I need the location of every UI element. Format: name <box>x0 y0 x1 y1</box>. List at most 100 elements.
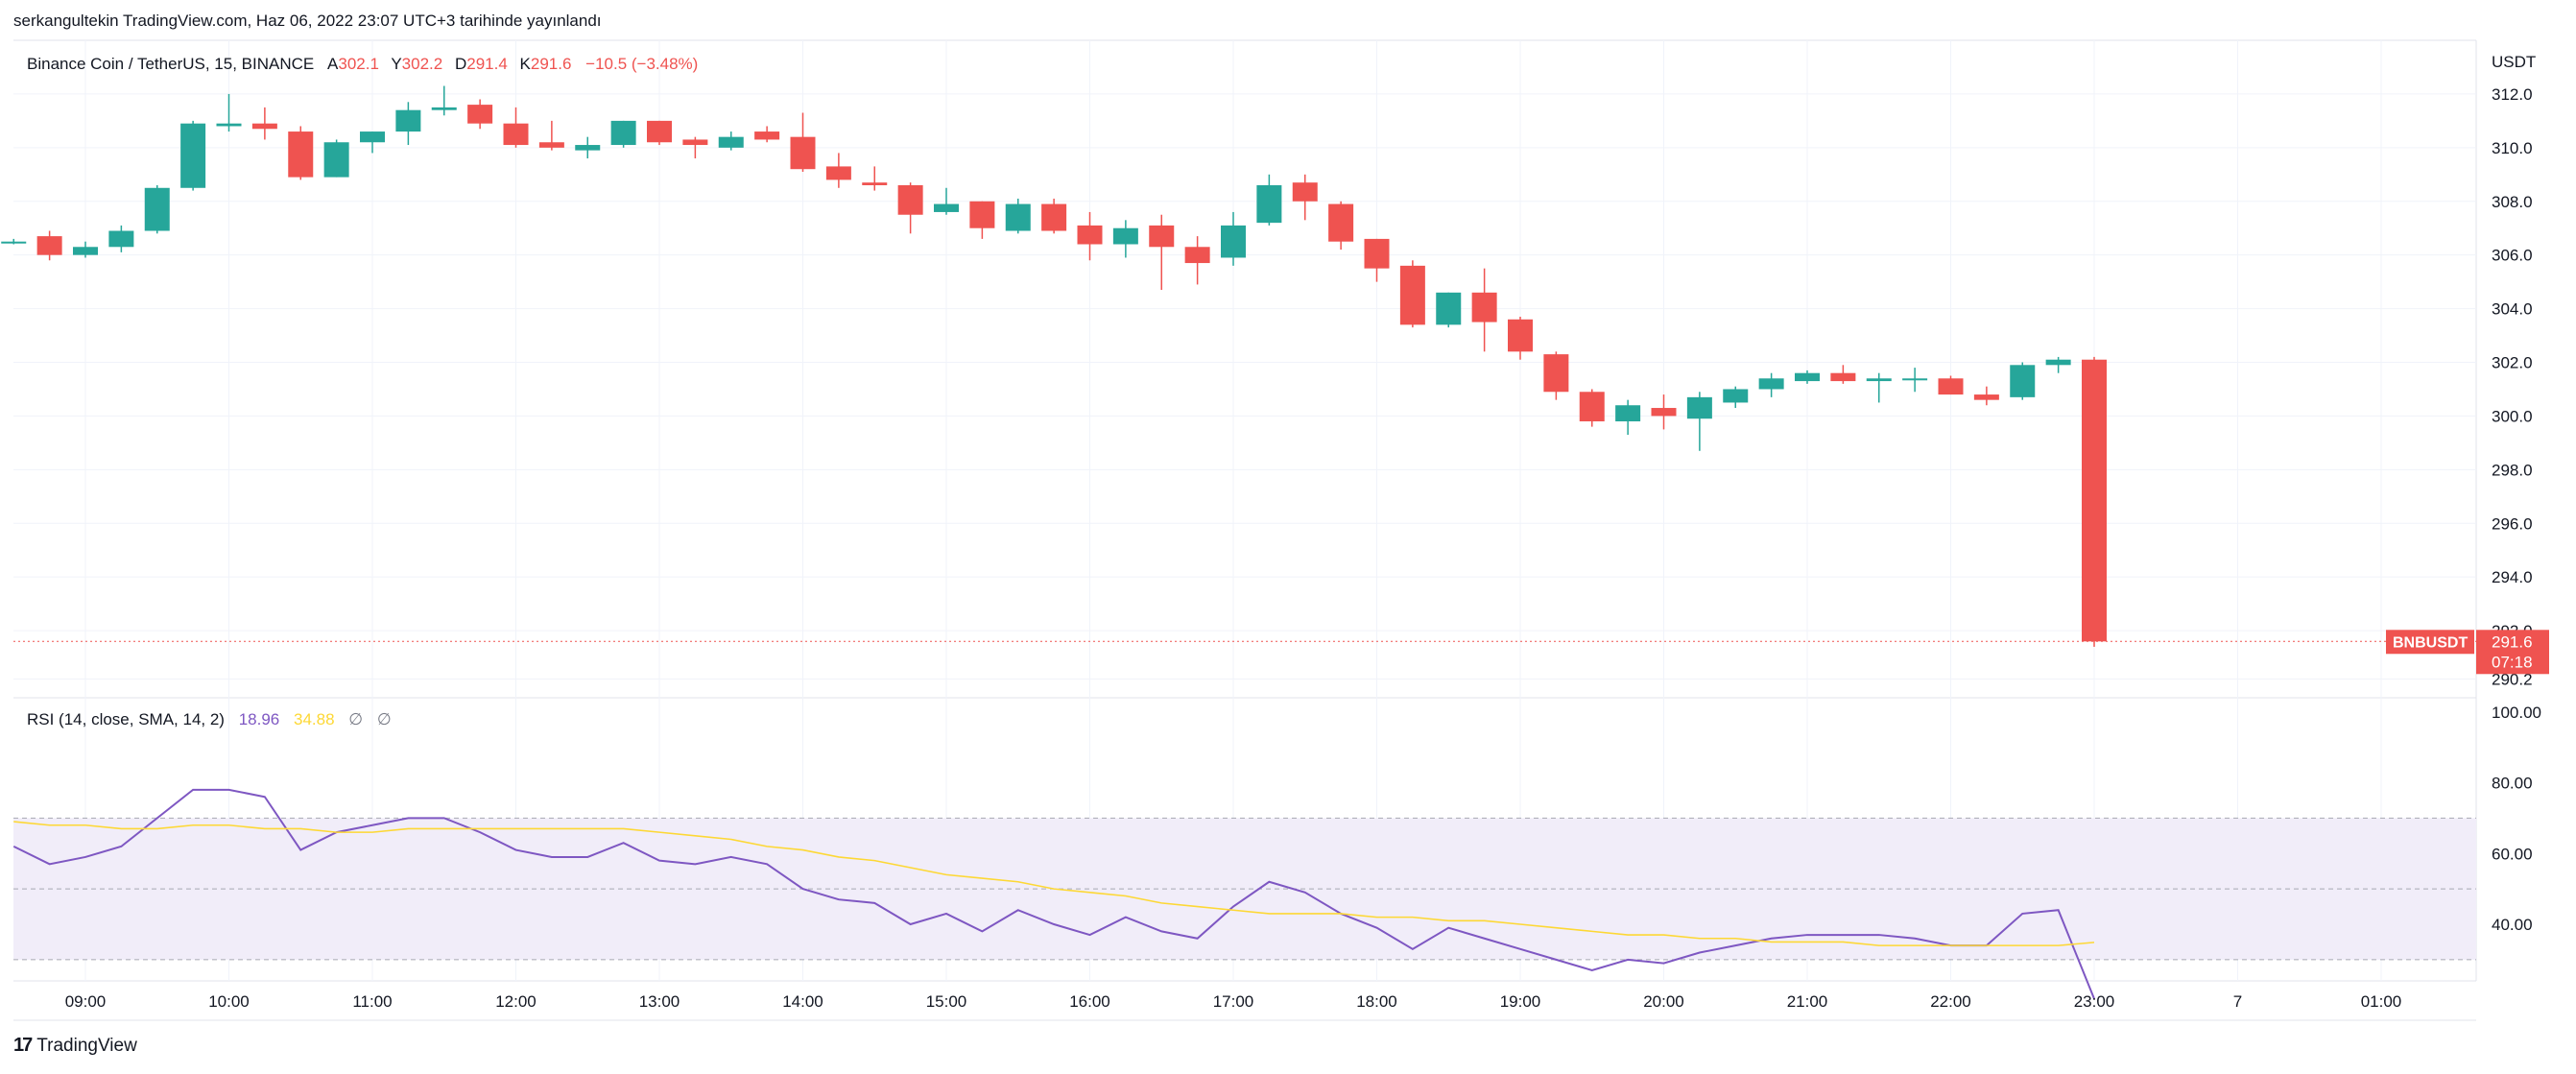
candle <box>1795 370 1820 384</box>
candle-body <box>1830 372 1856 382</box>
candle <box>1112 220 1138 258</box>
time-tick-label: 10:00 <box>208 992 250 1011</box>
candle <box>1256 174 1282 226</box>
price-tick-label: 296.0 <box>2492 514 2533 533</box>
candle <box>216 93 242 132</box>
candle <box>144 184 170 234</box>
candle-body <box>754 131 780 140</box>
candle-body <box>1077 225 1103 245</box>
time-tick-label: 01:00 <box>2361 992 2402 1011</box>
symbol-tag-text: BNBUSDT <box>2393 634 2468 651</box>
time-tick-label: 19:00 <box>1500 992 1541 1011</box>
price-tick-label: 294.0 <box>2492 568 2533 586</box>
candle-body <box>790 136 816 170</box>
price-tick-label: 312.0 <box>2492 85 2533 104</box>
last-price-value: 291.6 <box>2492 632 2533 651</box>
candle-body <box>1184 247 1210 264</box>
candle <box>2082 356 2107 647</box>
candle-body <box>1256 184 1282 224</box>
time-tick-label: 15:00 <box>926 992 967 1011</box>
tradingview-logo-mark: 17 <box>13 1035 33 1056</box>
price-tick-label: 308.0 <box>2492 193 2533 211</box>
candle <box>897 182 923 234</box>
bar-countdown: 07:18 <box>2492 653 2533 671</box>
rsi-band <box>13 817 2476 961</box>
candle <box>1508 316 1533 360</box>
time-tick-label: 12:00 <box>495 992 537 1011</box>
legend-close-label: K <box>520 55 532 73</box>
price-tick-label: 306.0 <box>2492 247 2533 265</box>
candle <box>503 107 529 148</box>
candle-body <box>1615 405 1641 422</box>
price-tick-label: 298.0 <box>2492 461 2533 479</box>
candle-body <box>1041 203 1067 231</box>
candle <box>288 126 314 180</box>
tradingview-logo-text: TradingView <box>36 1035 137 1056</box>
rsi-legend-value: 18.96 <box>239 710 280 728</box>
candle <box>754 126 780 143</box>
candle <box>1938 375 1964 395</box>
candle-body <box>36 236 62 255</box>
candle-body <box>1758 378 1784 390</box>
candle <box>718 131 744 151</box>
time-tick-label: 21:00 <box>1787 992 1828 1011</box>
candle-body <box>360 131 385 143</box>
time-tick-label: 14:00 <box>782 992 823 1011</box>
symbol-tag[interactable] <box>2386 630 2474 655</box>
candle-body <box>73 247 98 255</box>
legend-open-value: 302.1 <box>338 55 379 73</box>
price-tick-label: 304.0 <box>2492 300 2533 319</box>
time-tick-label: 22:00 <box>1930 992 1971 1011</box>
candle <box>1184 236 1210 285</box>
candle-body <box>1005 203 1031 231</box>
legend-high-label: Y <box>391 55 401 73</box>
candle-body <box>1973 394 1999 400</box>
price-tick-label: 300.0 <box>2492 407 2533 425</box>
candle-body <box>1471 292 1497 322</box>
candle-body <box>1 241 27 244</box>
rsi-legend-sma-value: 34.88 <box>294 710 335 728</box>
time-tick-label: 20:00 <box>1643 992 1684 1011</box>
candle <box>180 120 206 191</box>
candle-body <box>1579 392 1605 422</box>
rsi-tick-label: 100.00 <box>2492 704 2541 722</box>
candle-body <box>144 187 170 231</box>
candle-body <box>1292 182 1318 202</box>
candle-body <box>1328 203 1354 242</box>
time-tick-label: 13:00 <box>639 992 680 1011</box>
candle-body <box>1221 225 1246 258</box>
candle-body <box>216 123 242 127</box>
candle-body <box>1938 378 1964 395</box>
candle-body <box>1508 319 1533 352</box>
candle <box>1651 394 1677 430</box>
candle <box>790 112 816 172</box>
candle <box>1077 211 1103 261</box>
candle <box>360 131 385 154</box>
candle-body <box>575 145 601 151</box>
candle <box>395 102 421 146</box>
candle-body <box>503 123 529 146</box>
candle <box>1686 392 1712 451</box>
candle-body <box>1364 238 1390 269</box>
candle <box>1436 292 1462 328</box>
candle-body <box>180 123 206 188</box>
candle <box>2045 356 2071 373</box>
candle-body <box>647 120 672 143</box>
legend-high-value: 302.2 <box>402 55 443 73</box>
candle <box>575 136 601 159</box>
candle <box>2010 362 2036 400</box>
candle <box>323 139 349 178</box>
candle <box>1866 372 1892 403</box>
candle <box>1292 174 1318 221</box>
candle <box>431 85 457 116</box>
candle-body <box>431 107 457 110</box>
candle <box>1471 268 1497 352</box>
candle <box>1399 260 1425 328</box>
tradingview-logo[interactable]: 17 TradingView <box>13 1035 137 1057</box>
rsi-sma-line <box>13 821 2095 946</box>
candle <box>1149 214 1175 291</box>
time-tick-label: 23:00 <box>2074 992 2115 1011</box>
rsi-series <box>12 788 2095 999</box>
candle-body <box>1399 265 1425 325</box>
